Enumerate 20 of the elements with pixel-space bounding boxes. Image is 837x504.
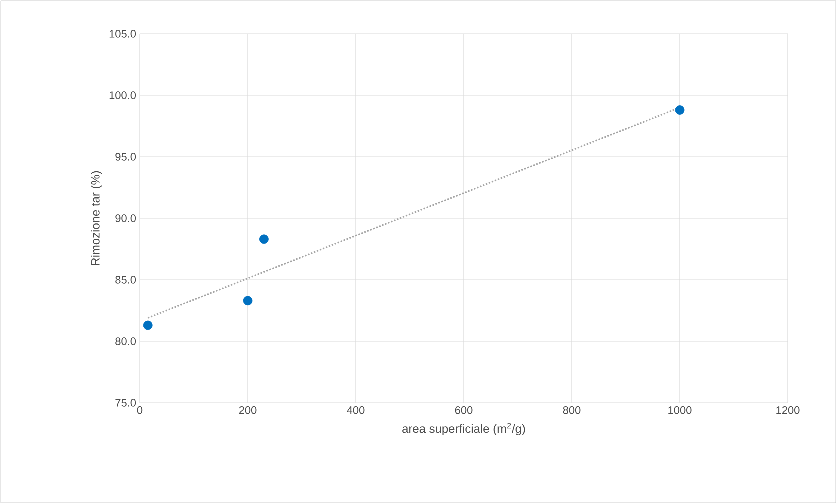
y-tick-label: 80.0 — [116, 338, 136, 346]
point — [675, 106, 685, 115]
x-tick-label: 400 — [347, 406, 365, 414]
x-tick-label: 0 — [137, 406, 143, 414]
y-tick-label: 100.0 — [110, 92, 136, 100]
point — [243, 296, 253, 306]
y-tick-label: 85.0 — [116, 276, 136, 284]
x-axis-title: area superficiale (m$^{2}$/g) — [402, 423, 526, 436]
x-tick-label: 1200 — [776, 406, 800, 414]
x-tick-label: 600 — [455, 406, 473, 414]
point — [260, 234, 269, 244]
y-axis-title: Rimozione tar (%) — [91, 171, 102, 266]
y-tick-label: 90.0 — [116, 214, 136, 222]
y-tick-label: 105.0 — [110, 30, 136, 38]
x-tick-label: 200 — [239, 406, 257, 414]
y-tick-label: 75.0 — [116, 399, 136, 407]
x-tick-label: 1000 — [668, 406, 692, 414]
x-tick-label: 800 — [563, 406, 581, 414]
y-tick-label: 95.0 — [116, 153, 136, 161]
point — [143, 320, 153, 330]
